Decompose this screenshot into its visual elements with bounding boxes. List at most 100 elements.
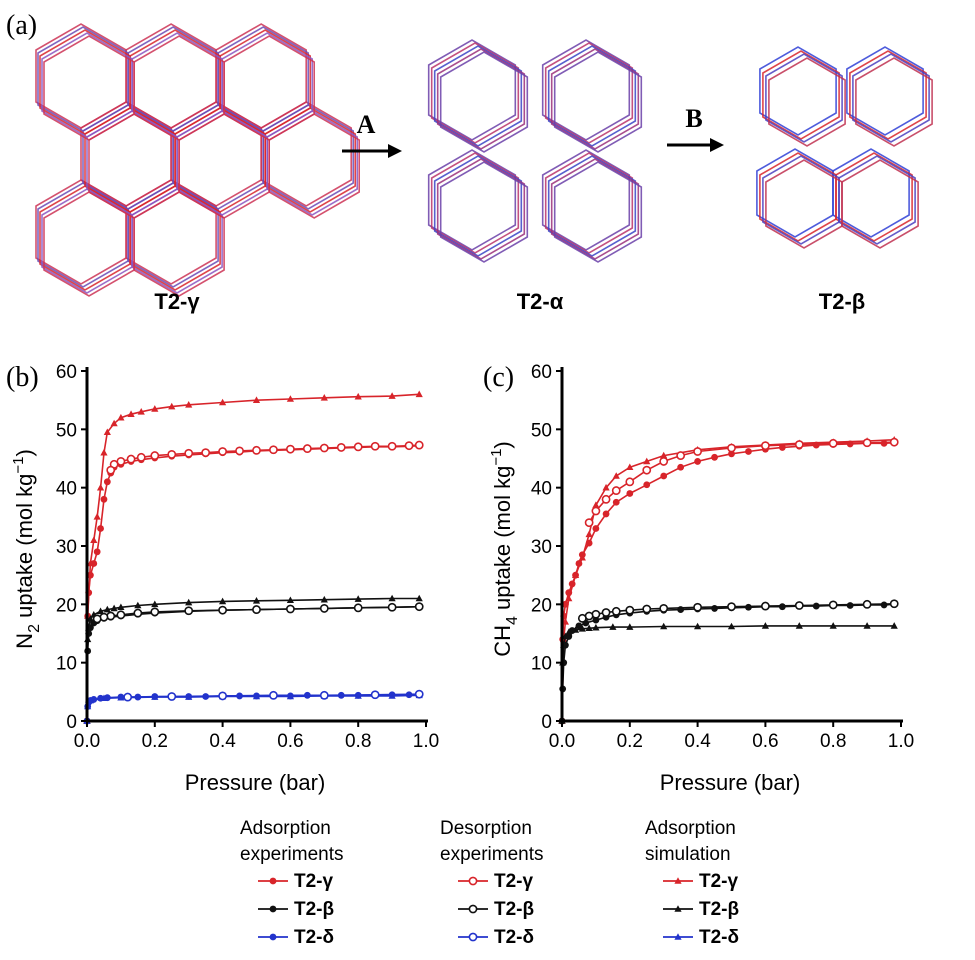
series-T2-γ-adsorption-simulation xyxy=(83,390,423,724)
data-point xyxy=(414,440,424,450)
data-point xyxy=(252,445,261,455)
y-tick-label: 50 xyxy=(56,420,77,441)
data-point xyxy=(185,598,193,606)
data-point xyxy=(117,413,125,421)
data-point xyxy=(578,625,586,632)
series-line xyxy=(561,442,895,722)
data-point xyxy=(761,622,769,629)
legend-column: Adsorption simulation T2-γ T2-β T2-δ xyxy=(645,818,739,948)
legend-label: T2-β xyxy=(494,899,534,920)
data-point xyxy=(575,560,583,567)
series-T2-β-desorption-experiments xyxy=(92,602,424,624)
series-line xyxy=(110,444,420,471)
data-point xyxy=(285,444,295,454)
data-point xyxy=(100,448,108,456)
legend-label: T2-γ xyxy=(699,871,739,892)
y-tick-label: 20 xyxy=(56,595,77,616)
data-point xyxy=(829,622,837,629)
data-point xyxy=(659,457,669,466)
data-point xyxy=(404,441,414,451)
data-point xyxy=(693,602,702,612)
data-point xyxy=(585,624,593,632)
data-point xyxy=(643,457,651,465)
data-point xyxy=(601,608,611,617)
series-T2-γ-adsorption-experiments xyxy=(558,439,898,725)
y-tick-label: 30 xyxy=(56,537,77,558)
data-point xyxy=(201,448,211,458)
legend-column: Adsorption experiments T2-γ T2-β T2-δ xyxy=(240,818,344,948)
data-point xyxy=(862,599,872,609)
ch4-x-axis-title: Pressure (bar) xyxy=(660,770,801,795)
ch4-uptake-chart: (c) 0.0 0.2 0.4 0.6 0.8 1.0 0 10 20 30 40 50 60 Pres… xyxy=(483,362,914,795)
data-point xyxy=(285,604,295,614)
data-point xyxy=(612,472,620,479)
data-point xyxy=(219,398,227,406)
data-point xyxy=(585,530,593,538)
legend-marker xyxy=(674,877,682,884)
data-point xyxy=(168,402,176,410)
t2-gamma-label: T2-γ xyxy=(154,289,200,314)
data-point xyxy=(86,624,94,632)
n2-y-axis-title: N2 uptake (mol kg−1) xyxy=(10,449,43,649)
legend-entry: T2-δ xyxy=(458,927,534,948)
legend-label: T2-β xyxy=(294,899,334,920)
data-point xyxy=(116,610,126,620)
data-point xyxy=(320,394,328,401)
ch4-y-axis-title: CH4 uptake (mol kg−1) xyxy=(488,441,521,657)
data-point xyxy=(100,495,108,503)
data-point xyxy=(795,622,803,629)
y-tick-label: 10 xyxy=(531,654,552,675)
data-point xyxy=(218,605,227,615)
y-tick-label: 0 xyxy=(541,712,552,733)
legend-heading: experiments xyxy=(440,844,544,865)
data-point xyxy=(778,603,786,611)
y-tick-label: 0 xyxy=(66,712,77,733)
data-point xyxy=(577,613,587,623)
legend-entry: T2-δ xyxy=(258,927,334,948)
x-tick-label: 0.6 xyxy=(277,731,303,752)
data-point xyxy=(846,602,854,609)
legend-entry: T2-γ xyxy=(663,871,739,892)
legend-label: T2-γ xyxy=(494,871,534,892)
data-point xyxy=(626,490,634,497)
y-tick-label: 40 xyxy=(531,479,552,500)
data-point xyxy=(575,622,583,630)
y-tick-label: 20 xyxy=(531,595,552,616)
data-point xyxy=(642,465,652,475)
n2-series-layer xyxy=(83,390,424,725)
legend-label: T2-δ xyxy=(294,927,334,948)
data-point xyxy=(90,696,98,703)
y-tick-label: 50 xyxy=(531,420,552,441)
data-point xyxy=(90,536,98,543)
data-point xyxy=(794,601,804,610)
data-point xyxy=(319,690,329,700)
panel-a-label: (a) xyxy=(6,10,37,41)
data-point xyxy=(745,603,752,611)
data-point xyxy=(286,596,294,604)
legend-entry: T2-β xyxy=(458,899,534,920)
data-point xyxy=(561,641,569,649)
data-point xyxy=(711,605,718,612)
y-tick-label: 10 xyxy=(56,654,77,675)
data-point xyxy=(93,513,101,520)
data-point xyxy=(611,486,621,495)
panel-c-label: (c) xyxy=(483,362,514,393)
data-point xyxy=(625,605,635,615)
data-point xyxy=(93,548,101,556)
data-point xyxy=(611,606,621,616)
legend-marker xyxy=(674,905,682,912)
x-tick-label: 0.8 xyxy=(345,731,371,752)
series-line xyxy=(86,605,420,722)
data-point xyxy=(592,525,600,532)
data-point xyxy=(110,419,118,427)
data-point xyxy=(336,443,346,452)
data-point xyxy=(370,690,380,700)
legend-entry: T2-γ xyxy=(258,871,334,892)
data-point xyxy=(761,441,770,451)
data-point xyxy=(252,605,261,614)
data-point xyxy=(794,440,804,449)
data-point xyxy=(727,602,736,612)
series-T2-β-adsorption-experiments xyxy=(558,600,898,725)
legend-marker xyxy=(468,904,478,914)
